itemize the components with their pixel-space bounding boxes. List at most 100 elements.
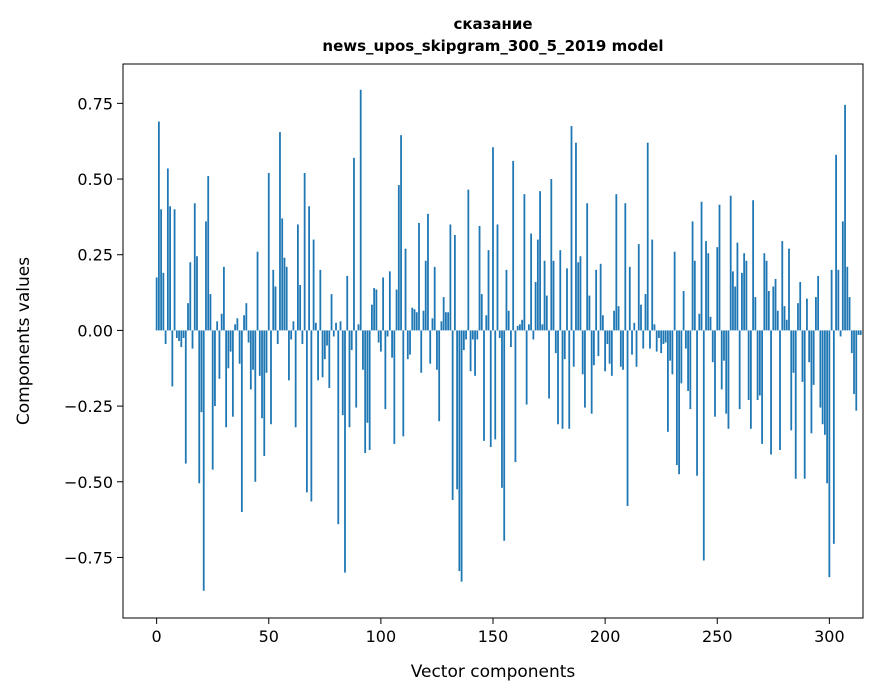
bar: [557, 330, 559, 425]
bar: [169, 206, 171, 331]
y-tick-label: −0.25: [64, 397, 113, 416]
bar: [436, 330, 438, 370]
bar: [745, 260, 748, 331]
bar: [202, 330, 205, 591]
bar: [364, 330, 367, 454]
plot-frame: [122, 63, 864, 619]
bar: [803, 330, 806, 479]
bar: [346, 275, 349, 331]
bar: [433, 266, 436, 331]
bar: [397, 185, 400, 331]
bar: [247, 330, 250, 343]
bar: [429, 330, 432, 364]
bar: [510, 330, 512, 348]
bar: [662, 330, 665, 345]
bar: [519, 324, 521, 331]
bar: [514, 330, 517, 463]
bar: [857, 330, 860, 335]
bar: [790, 330, 793, 431]
bar: [554, 330, 557, 354]
bar: [707, 253, 710, 331]
bar: [563, 330, 566, 360]
bar: [823, 330, 826, 435]
bar: [575, 142, 577, 331]
bar: [675, 330, 678, 466]
bar: [579, 256, 582, 331]
bar: [279, 132, 281, 331]
bar: [859, 330, 862, 335]
bar: [610, 330, 613, 376]
bar: [312, 239, 315, 331]
y-tick-label: −0.75: [64, 548, 113, 567]
bar: [265, 330, 268, 373]
bar: [317, 330, 319, 381]
bar: [243, 315, 245, 331]
bar: [467, 189, 470, 331]
bar: [447, 312, 450, 331]
bar: [817, 275, 820, 331]
x-tick-label: 250: [702, 627, 733, 646]
bar: [624, 203, 627, 331]
bar: [254, 330, 257, 482]
bar: [386, 330, 389, 337]
bar: [595, 269, 598, 331]
bar: [225, 330, 228, 428]
bar: [348, 330, 351, 428]
bar: [590, 330, 593, 414]
bar: [734, 286, 737, 331]
bar: [415, 312, 418, 331]
bar: [534, 281, 537, 331]
bar: [301, 330, 304, 345]
bar: [211, 330, 214, 470]
bar: [335, 322, 337, 331]
bar: [164, 330, 167, 345]
bar: [368, 330, 371, 450]
bar: [200, 330, 203, 413]
bar: [749, 330, 752, 429]
bar: [716, 247, 719, 331]
bar: [366, 330, 369, 423]
bar: [839, 330, 842, 337]
bar: [628, 266, 631, 331]
bar: [474, 330, 476, 376]
bar: [449, 224, 452, 331]
bar: [570, 126, 573, 331]
bar: [597, 330, 600, 357]
bar: [548, 330, 550, 399]
bar: [815, 297, 817, 331]
bar: [788, 248, 790, 331]
bar: [770, 330, 772, 455]
bar: [413, 309, 416, 331]
bar: [767, 291, 770, 331]
bar: [462, 330, 465, 351]
bar: [196, 256, 198, 331]
bar: [561, 330, 564, 429]
bar: [485, 315, 488, 331]
bar: [761, 330, 763, 444]
bar: [395, 289, 398, 331]
bar: [238, 330, 241, 364]
bar: [671, 330, 674, 375]
bar: [738, 330, 741, 410]
bar: [283, 257, 286, 331]
bar: [844, 104, 846, 331]
bar: [252, 330, 254, 370]
bar: [285, 266, 288, 331]
bar: [649, 330, 651, 349]
bar: [214, 330, 216, 407]
bar: [236, 318, 239, 331]
bar: [525, 330, 528, 405]
bar: [687, 330, 689, 391]
y-axis-label: Components values: [14, 257, 34, 425]
bar: [240, 330, 243, 513]
bar: [801, 330, 804, 382]
bar: [568, 330, 571, 429]
bar: [451, 330, 454, 500]
bar: [173, 209, 176, 331]
bar: [727, 330, 730, 429]
bar: [175, 330, 178, 338]
y-tick-label: −0.50: [64, 473, 113, 492]
bar: [669, 330, 672, 361]
bar: [157, 121, 160, 331]
bar: [545, 295, 548, 331]
